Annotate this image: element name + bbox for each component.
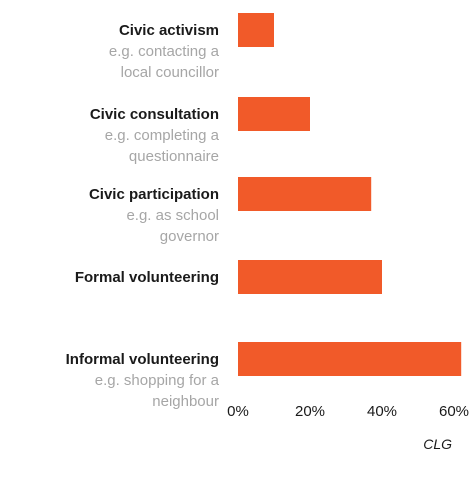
category-label-2: Civic participation: [89, 186, 219, 203]
category-label-4: Informal volunteering: [66, 351, 219, 368]
category-sublabel-2-0: e.g. as school: [126, 207, 219, 224]
x-tick-label-0: 0%: [227, 403, 249, 420]
category-label-3: Formal volunteering: [75, 269, 219, 286]
x-tick-label-3: 60%: [439, 403, 469, 420]
bar-2: [238, 177, 372, 211]
category-sublabel-0-0: e.g. contacting a: [109, 43, 220, 60]
category-sublabel-0-1: local councillor: [121, 64, 219, 81]
source-label: CLG: [423, 436, 452, 452]
x-tick-label-1: 20%: [295, 403, 325, 420]
category-labels-group: Civic activism e.g. contacting a local cou…: [66, 22, 220, 410]
x-axis-ticks-group: 0% 20% 40% 60%: [227, 403, 469, 420]
bars-group: [238, 13, 462, 376]
x-tick-label-2: 40%: [367, 403, 397, 420]
category-sublabel-1-0: e.g. completing a: [105, 127, 220, 144]
bar-0: [238, 13, 274, 47]
bar-3: [238, 260, 382, 294]
category-sublabel-4-0: e.g. shopping for a: [95, 372, 220, 389]
bar-1: [238, 97, 310, 131]
category-label-1: Civic consultation: [90, 106, 219, 123]
category-sublabel-1-1: questionnaire: [129, 148, 219, 165]
category-sublabel-4-1: neighbour: [152, 393, 219, 410]
category-label-0: Civic activism: [119, 22, 219, 39]
category-sublabel-2-1: governor: [160, 228, 219, 245]
bar-4: [238, 342, 462, 376]
